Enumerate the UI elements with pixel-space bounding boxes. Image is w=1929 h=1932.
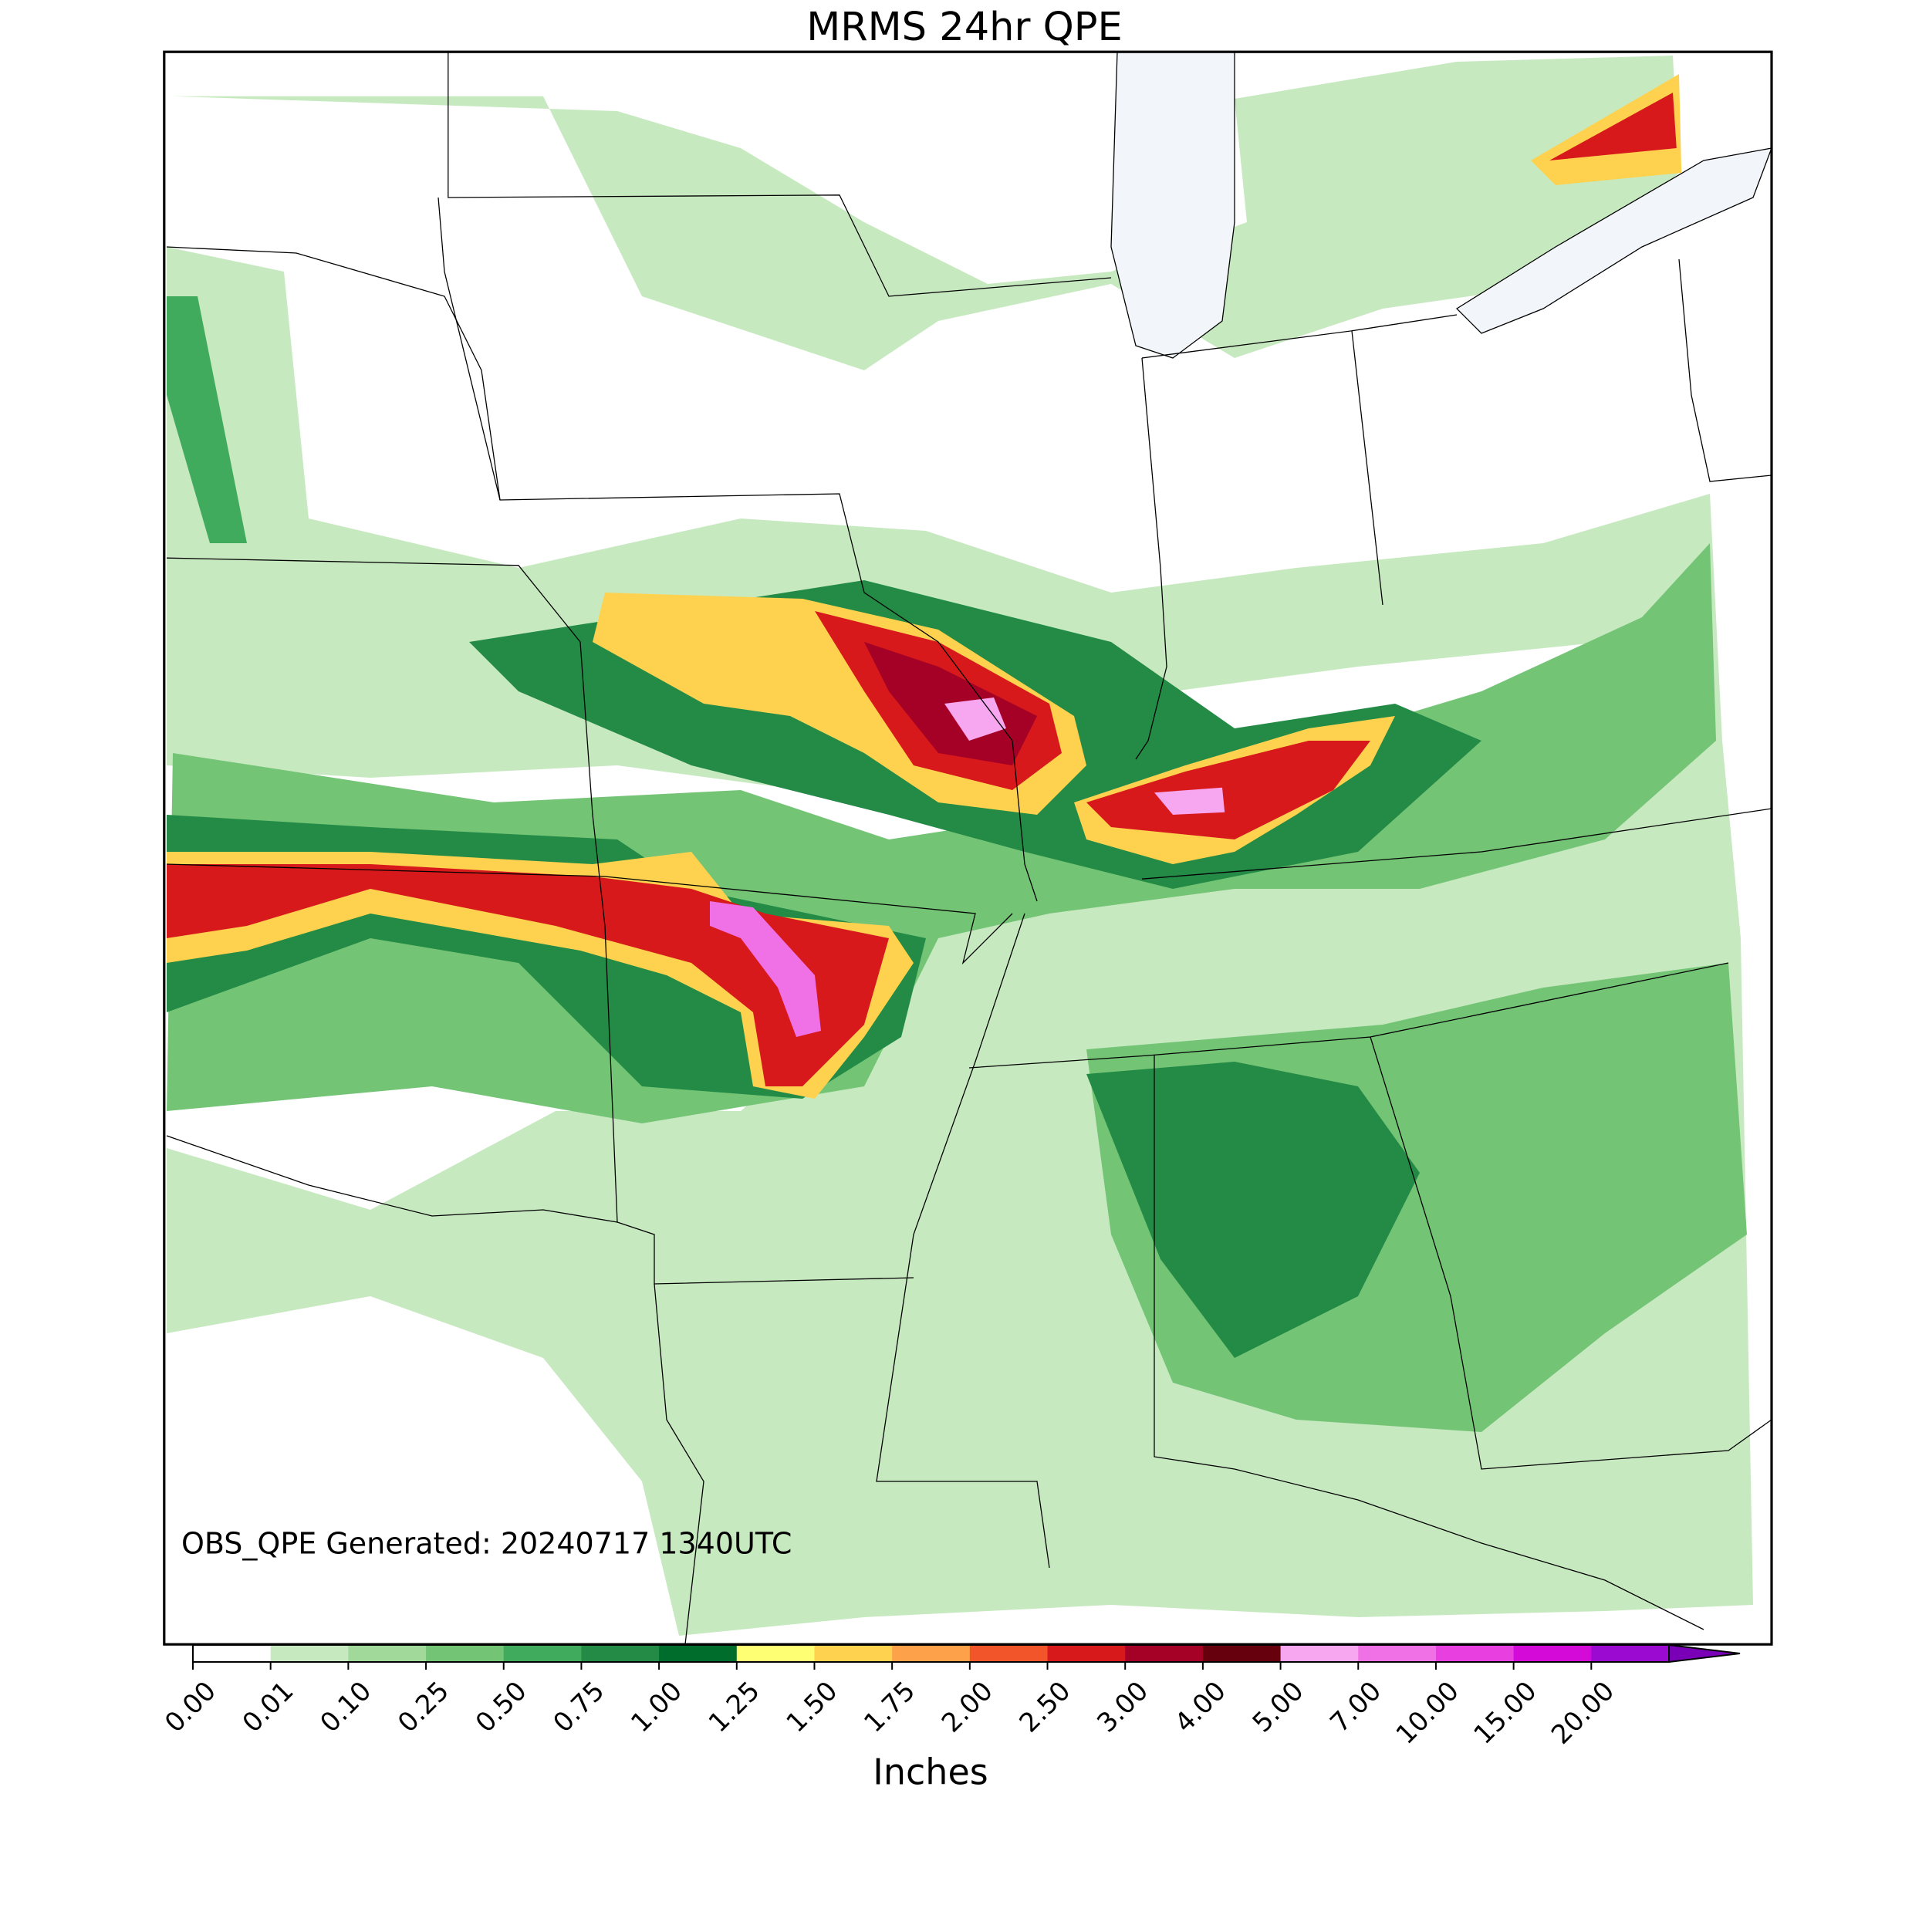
- colorbar-bin: [503, 1645, 582, 1662]
- colorbar-tick-label: 15.00: [1468, 1676, 1542, 1751]
- colorbar-bin: [193, 1645, 272, 1662]
- map-area: [163, 50, 1773, 1646]
- colorbar-bin: [892, 1645, 971, 1662]
- colorbar: 0.00 0.01 0.10 0.25 0.50 0.75 1.00 1.25 1.50 1.75…: [159, 1643, 1741, 1751]
- map-title: MRMS 24hr QPE: [806, 5, 1123, 50]
- colorbar-tick-label: 1.25: [703, 1676, 766, 1739]
- colorbar-tick-label: 2.50: [1014, 1676, 1077, 1739]
- colorbar-bin: [1047, 1645, 1126, 1662]
- colorbar-bin: [1435, 1645, 1515, 1662]
- precip-field: [166, 52, 1772, 1645]
- colorbar-tick-label: 4.00: [1169, 1676, 1232, 1739]
- colorbar-bin: [814, 1645, 893, 1662]
- colorbar-outline: [192, 1644, 1670, 1663]
- colorbar-bin: [1280, 1645, 1359, 1662]
- colorbar-extend: [1668, 1643, 1741, 1663]
- colorbar-label: Inches: [873, 1751, 988, 1793]
- colorbar-tick-label: 2.00: [936, 1676, 999, 1739]
- colorbar-bin: [969, 1645, 1049, 1662]
- colorbar-bin: [1125, 1645, 1204, 1662]
- colorbar-bin: [426, 1645, 505, 1662]
- colorbar-bin: [581, 1645, 660, 1662]
- colorbar-bin: [1513, 1645, 1592, 1662]
- colorbar-tick-label: 0.25: [392, 1676, 455, 1739]
- colorbar-tick-label: 0.01: [237, 1676, 300, 1739]
- colorbar-tick-label: 1.75: [858, 1676, 921, 1739]
- annotation: OBS_QPE Generated: 20240717 1340UTC: [181, 1527, 792, 1561]
- colorbar-tick-label: 1.50: [781, 1676, 844, 1739]
- colorbar-tick-label: 3.00: [1091, 1676, 1154, 1739]
- colorbar-tick-label: 10.00: [1390, 1676, 1465, 1751]
- colorbar-tick-label: 1.00: [625, 1676, 688, 1739]
- colorbar-tick-label: 0.75: [548, 1676, 611, 1739]
- colorbar-tick-label: 0.50: [470, 1676, 533, 1739]
- colorbar-bin: [736, 1645, 815, 1662]
- colorbar-bin: [659, 1645, 738, 1662]
- colorbar-bin: [270, 1645, 349, 1662]
- colorbar-bin: [1358, 1645, 1437, 1662]
- colorbar-tick-label: 20.00: [1546, 1676, 1620, 1751]
- colorbar-tick-label: 0.00: [159, 1676, 222, 1739]
- colorbar-tick-label: 7.00: [1324, 1676, 1387, 1739]
- colorbar-bin: [1591, 1645, 1670, 1662]
- colorbar-tick-label: 5.00: [1247, 1676, 1310, 1739]
- colorbar-bin: [348, 1645, 427, 1662]
- colorbar-tick-label: 0.10: [314, 1676, 377, 1739]
- colorbar-bin: [1202, 1645, 1282, 1662]
